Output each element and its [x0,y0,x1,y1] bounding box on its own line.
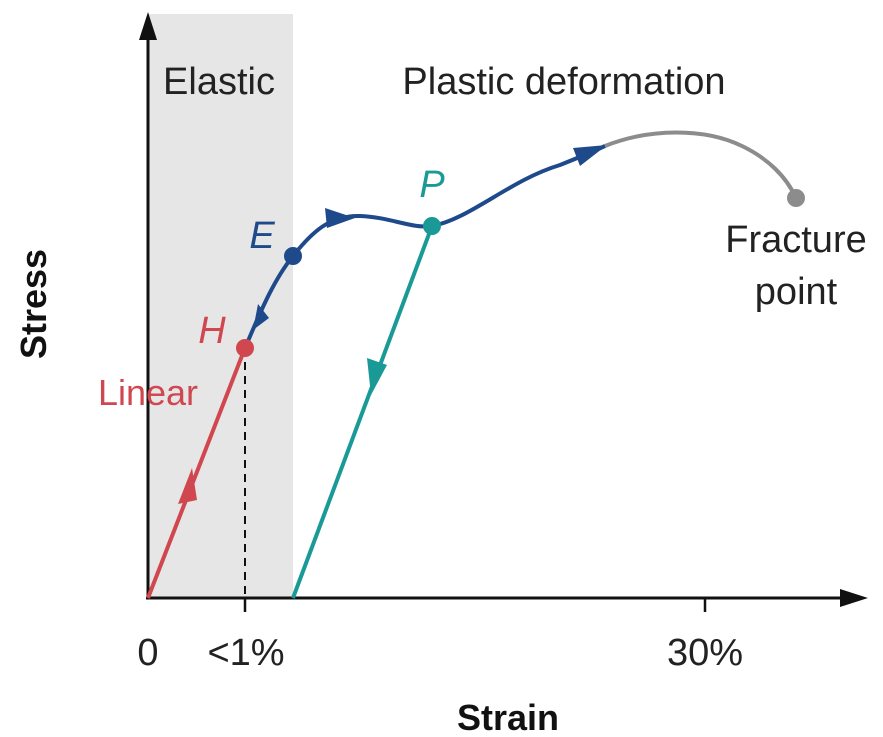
point-e-marker [284,247,302,265]
curve-direction-arrow-1 [253,304,269,330]
tick-label-proportional-limit: <1% [207,632,284,674]
y-axis-arrowhead [139,12,157,40]
plastic-region-label: Plastic deformation [402,61,725,103]
point-h-label: H [198,310,226,352]
fracture-point-marker [787,189,805,207]
linear-label: Linear [98,372,198,413]
point-h-marker [236,339,254,357]
elastic-plastic-curve [243,144,606,349]
x-axis-arrowhead [840,589,868,607]
curve-direction-arrow-2 [325,208,355,228]
fracture-label-line2: point [755,271,838,313]
linear-direction-arrow [178,468,197,504]
elastic-region [148,14,293,598]
linear-segment [146,347,247,599]
unloading-line [291,225,434,599]
y-axis-title: Stress [13,249,54,359]
point-e-label: E [249,215,275,257]
fracture-curve [604,130,798,199]
x-axis-title: Strain [457,697,559,737]
curve-direction-arrow-3 [573,145,607,166]
elastic-region-label: Elastic [163,61,275,103]
tick-label-thirty: 30% [667,632,743,674]
unloading-direction-arrow [367,358,387,395]
tick-label-origin: 0 [137,632,158,674]
fracture-label-line1: Fracture [725,219,866,261]
point-p-marker [423,217,441,235]
point-p-label: P [419,164,445,206]
